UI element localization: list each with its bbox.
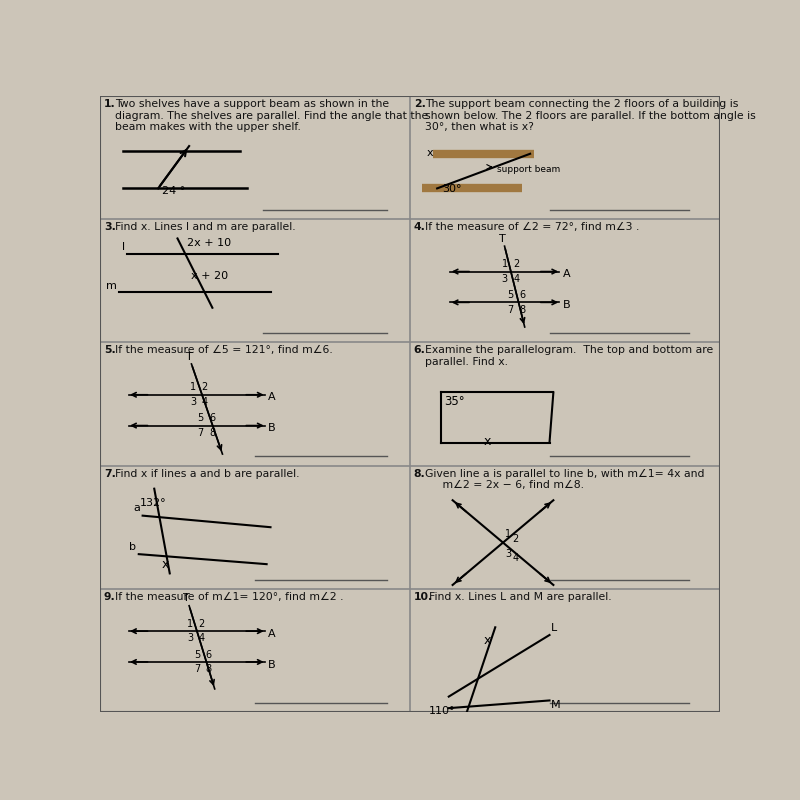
Text: If the measure of ∠5 = 121°, find m∠6.: If the measure of ∠5 = 121°, find m∠6. — [114, 346, 333, 355]
Text: 30°: 30° — [442, 184, 462, 194]
Text: 3: 3 — [502, 274, 508, 284]
Text: Find x if lines a and b are parallel.: Find x if lines a and b are parallel. — [114, 469, 299, 478]
Text: 3: 3 — [506, 549, 511, 558]
Text: 110°: 110° — [429, 706, 455, 716]
Text: 2: 2 — [513, 259, 519, 270]
Text: 8: 8 — [519, 305, 526, 314]
Text: B: B — [562, 300, 570, 310]
Text: Two shelves have a support beam as shown in the
diagram. The shelves are paralle: Two shelves have a support beam as shown… — [114, 99, 428, 132]
Text: If the measure of m∠1= 120°, find m∠2 .: If the measure of m∠1= 120°, find m∠2 . — [114, 592, 343, 602]
Text: 6: 6 — [206, 650, 211, 660]
Text: 7: 7 — [508, 305, 514, 314]
Text: x: x — [162, 558, 170, 571]
Text: 6: 6 — [210, 414, 215, 423]
Text: 5: 5 — [194, 650, 200, 660]
Text: a: a — [134, 503, 140, 514]
Text: Find x. Lines l and m are parallel.: Find x. Lines l and m are parallel. — [114, 222, 295, 232]
Text: x: x — [484, 435, 491, 448]
Text: 2: 2 — [512, 534, 518, 544]
Text: 2.: 2. — [414, 99, 426, 109]
Text: 1: 1 — [190, 382, 196, 393]
Text: A: A — [268, 629, 276, 639]
Text: 9.: 9. — [104, 592, 116, 602]
Text: x: x — [484, 634, 491, 646]
Text: Find x. Lines L and M are parallel.: Find x. Lines L and M are parallel. — [430, 592, 612, 602]
Text: B: B — [268, 660, 276, 670]
Text: The support beam connecting the 2 floors of a building is
shown below. The 2 flo: The support beam connecting the 2 floors… — [425, 99, 755, 132]
Text: T: T — [499, 234, 506, 244]
Text: 24 °: 24 ° — [162, 186, 186, 196]
Text: 3: 3 — [190, 397, 196, 407]
Text: 4: 4 — [513, 274, 519, 284]
Text: 8.: 8. — [414, 469, 426, 478]
Text: 4.: 4. — [414, 222, 426, 232]
Text: B: B — [268, 423, 276, 434]
Text: 2x + 10: 2x + 10 — [187, 238, 231, 249]
Text: T: T — [183, 594, 190, 603]
Text: If the measure of ∠2 = 72°, find m∠3 .: If the measure of ∠2 = 72°, find m∠3 . — [425, 222, 639, 232]
Text: Given line a is parallel to line b, with m∠1= 4x and
     m∠2 = 2x − 6, find m∠8: Given line a is parallel to line b, with… — [425, 469, 704, 490]
Text: A: A — [562, 270, 570, 279]
Text: 2: 2 — [202, 382, 208, 393]
Text: 4: 4 — [198, 634, 205, 643]
Text: l: l — [122, 242, 125, 252]
Text: 7.: 7. — [104, 469, 116, 478]
Text: 1.: 1. — [104, 99, 116, 109]
Text: M: M — [551, 700, 561, 710]
Text: 4: 4 — [512, 554, 518, 563]
Text: 6: 6 — [519, 290, 526, 300]
Text: 7: 7 — [198, 428, 204, 438]
Text: 1: 1 — [187, 619, 193, 629]
Text: 2: 2 — [198, 619, 205, 629]
Text: 35°: 35° — [444, 394, 465, 408]
Text: 1: 1 — [502, 259, 508, 270]
Text: 5: 5 — [508, 290, 514, 300]
Text: Examine the parallelogram.  The top and bottom are
parallel. Find x.: Examine the parallelogram. The top and b… — [425, 346, 713, 367]
Text: T: T — [186, 352, 193, 362]
Text: x: x — [426, 147, 434, 158]
Text: 5.: 5. — [104, 346, 116, 355]
Text: support beam: support beam — [497, 166, 560, 174]
Text: m: m — [106, 281, 117, 291]
Text: 1: 1 — [506, 529, 511, 538]
Text: L: L — [551, 623, 558, 634]
Text: 5: 5 — [198, 414, 204, 423]
Text: 132°: 132° — [140, 498, 167, 508]
Text: 6.: 6. — [414, 346, 426, 355]
Text: 3.: 3. — [104, 222, 116, 232]
Text: 4: 4 — [202, 397, 208, 407]
Text: A: A — [268, 393, 276, 402]
Text: 8: 8 — [206, 664, 211, 674]
Text: 10.: 10. — [414, 592, 433, 602]
Text: 3: 3 — [187, 634, 193, 643]
Text: 8: 8 — [210, 428, 215, 438]
Text: b: b — [130, 542, 137, 552]
Text: x + 20: x + 20 — [191, 270, 229, 281]
Text: 7: 7 — [194, 664, 200, 674]
